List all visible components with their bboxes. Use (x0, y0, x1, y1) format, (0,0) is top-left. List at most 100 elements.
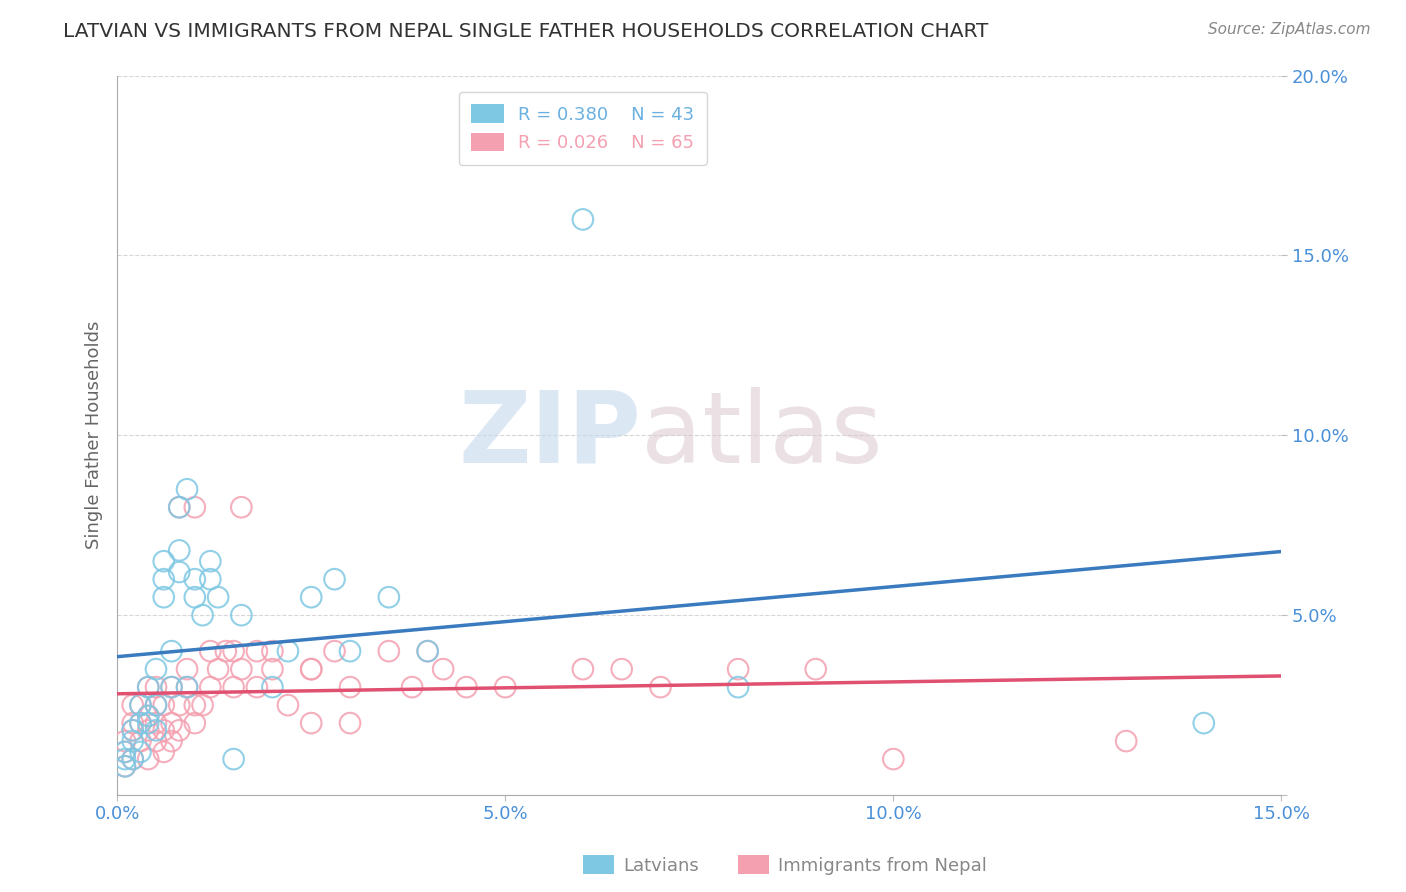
Point (129, 716, 152, 731)
Text: ZIP: ZIP (458, 387, 641, 483)
Text: atlas: atlas (641, 387, 883, 483)
Point (136, 709, 159, 723)
Point (184, 698, 207, 712)
Point (129, 745, 152, 759)
Point (299, 662, 322, 676)
Point (1192, 716, 1215, 731)
Point (136, 680, 159, 694)
Point (339, 716, 361, 731)
Point (804, 662, 827, 676)
Y-axis label: Single Father Households: Single Father Households (86, 321, 103, 549)
Point (222, 752, 245, 766)
Point (432, 662, 454, 676)
Point (145, 734, 167, 748)
Point (152, 590, 174, 604)
Point (246, 680, 269, 694)
Point (169, 723, 191, 738)
Point (114, 745, 136, 759)
Point (200, 572, 222, 586)
Text: LATVIAN VS IMMIGRANTS FROM NEPAL SINGLE FATHER HOUSEHOLDS CORRELATION CHART: LATVIAN VS IMMIGRANTS FROM NEPAL SINGLE … (63, 22, 988, 41)
Legend: R = 0.380    N = 43, R = 0.026    N = 65: R = 0.380 N = 43, R = 0.026 N = 65 (458, 92, 707, 165)
Point (114, 752, 136, 766)
Point (121, 734, 143, 748)
Point (191, 608, 214, 623)
Point (200, 680, 222, 694)
Point (121, 723, 143, 738)
Point (121, 716, 143, 731)
Point (215, 644, 238, 658)
Point (416, 644, 439, 658)
Point (323, 644, 346, 658)
Point (262, 644, 284, 658)
Point (114, 734, 136, 748)
Point (136, 752, 159, 766)
Point (572, 662, 595, 676)
Point (176, 680, 198, 694)
Point (169, 500, 191, 515)
Point (121, 752, 143, 766)
Point (145, 723, 167, 738)
Point (222, 680, 245, 694)
Point (456, 680, 478, 694)
Point (207, 662, 229, 676)
Point (184, 590, 207, 604)
Point (650, 680, 672, 694)
Point (136, 723, 159, 738)
Point (277, 644, 299, 658)
Point (129, 716, 152, 731)
Point (882, 752, 904, 766)
Point (169, 698, 191, 712)
Point (339, 644, 361, 658)
Point (152, 698, 174, 712)
Point (416, 644, 439, 658)
Point (339, 680, 361, 694)
Point (299, 590, 322, 604)
Point (200, 644, 222, 658)
Point (169, 543, 191, 558)
Point (262, 662, 284, 676)
Point (121, 698, 143, 712)
Point (160, 680, 183, 694)
Point (176, 680, 198, 694)
Point (494, 680, 516, 694)
Point (184, 500, 207, 515)
Point (610, 662, 633, 676)
Text: Source: ZipAtlas.com: Source: ZipAtlas.com (1208, 22, 1371, 37)
Point (299, 662, 322, 676)
Point (222, 644, 245, 658)
Point (323, 572, 346, 586)
Point (378, 644, 401, 658)
Point (401, 680, 423, 694)
Point (145, 662, 167, 676)
Point (114, 745, 136, 759)
Point (129, 734, 152, 748)
Text: Immigrants from Nepal: Immigrants from Nepal (778, 857, 987, 875)
Point (114, 759, 136, 773)
Point (152, 723, 174, 738)
Point (145, 716, 167, 731)
Point (129, 698, 152, 712)
Point (572, 212, 595, 227)
Point (1115, 734, 1137, 748)
Point (262, 680, 284, 694)
Point (727, 662, 749, 676)
Point (121, 752, 143, 766)
Point (184, 716, 207, 731)
Point (378, 590, 401, 604)
Point (160, 716, 183, 731)
Point (176, 662, 198, 676)
Point (231, 608, 253, 623)
Point (176, 482, 198, 496)
Point (191, 698, 214, 712)
Point (200, 554, 222, 568)
Point (152, 554, 174, 568)
Point (136, 716, 159, 731)
Point (160, 644, 183, 658)
Point (727, 680, 749, 694)
Point (136, 680, 159, 694)
Point (246, 644, 269, 658)
Point (299, 716, 322, 731)
Point (152, 745, 174, 759)
Point (114, 759, 136, 773)
Point (231, 500, 253, 515)
